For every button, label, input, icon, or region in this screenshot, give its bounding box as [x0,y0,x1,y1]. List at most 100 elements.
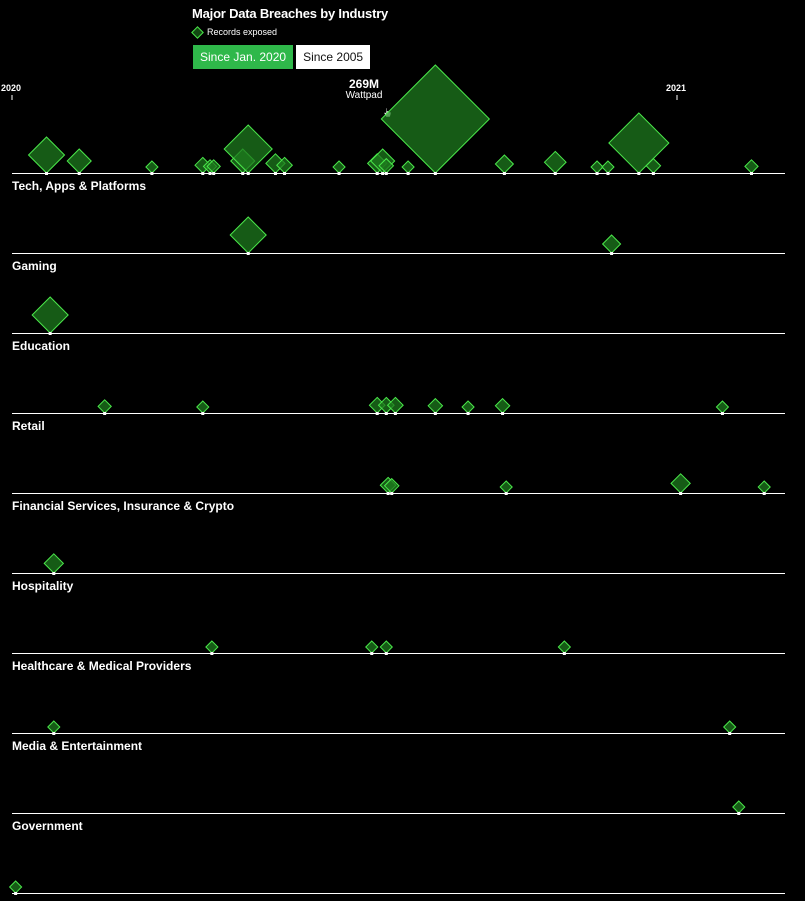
breach-marker[interactable] [543,150,567,174]
x-tick-label-2020: 2020 [1,83,22,93]
breach-marker[interactable] [494,397,511,414]
breach-tick [433,172,437,175]
breach-marker[interactable] [715,400,730,414]
breach-tick [375,412,379,415]
breach-tick [762,492,766,495]
row-label: Government [12,819,83,833]
breach-tick [728,732,732,735]
breach-tick [273,172,277,175]
breach-marker[interactable] [31,296,69,334]
row-label: Education [12,339,71,353]
breach-marker[interactable] [47,720,61,734]
breach-tick [201,172,205,175]
breach-tick [212,172,216,175]
breach-tick [370,652,374,655]
since-2005-button[interactable]: Since 2005 [296,45,371,69]
breach-tick [679,492,683,495]
breach-tick [241,172,245,175]
breach-tick [384,172,388,175]
breach-marker[interactable] [332,160,346,174]
breach-tick [14,892,18,895]
industry-row [12,800,785,815]
industry-row [8,880,785,895]
industry-row [12,216,785,255]
industry-row [12,396,785,415]
breach-marker[interactable] [43,553,65,574]
breach-tick [553,172,557,175]
breach-tick [283,172,287,175]
breach-tick [337,172,341,175]
breach-marker[interactable] [66,148,92,174]
breach-tick [595,172,599,175]
breach-marker[interactable] [670,473,691,494]
breach-tick [651,172,655,175]
row-label: Tech, Apps & Platforms [12,179,147,193]
breach-tick [606,172,610,175]
breach-tick [381,172,385,175]
industry-row [12,720,785,735]
breach-tick [103,412,107,415]
breach-marker[interactable] [229,216,267,254]
industry-row [12,296,785,335]
breach-marker[interactable] [499,480,513,494]
row-label: Healthcare & Medical Providers [12,659,192,673]
industry-row [12,640,785,655]
time-range-toggle: Since Jan. 2020 Since 2005 [193,45,371,69]
x-tick-label-2021: 2021 [666,83,687,93]
breach-tick [384,412,388,415]
breach-marker[interactable] [97,399,112,414]
breach-marker[interactable] [744,159,759,174]
breach-tick [45,172,49,175]
legend: Records exposed [191,25,278,39]
breach-tick [375,172,379,175]
breach-marker[interactable] [365,640,379,654]
breach-marker[interactable] [8,880,23,894]
breach-tick [637,172,641,175]
breach-marker[interactable] [601,234,622,254]
breach-tick [393,412,397,415]
breach-marker[interactable] [608,112,670,174]
breach-tick [720,412,724,415]
breach-marker[interactable] [379,640,393,654]
since-2020-button[interactable]: Since Jan. 2020 [193,45,294,69]
breach-marker[interactable] [427,397,444,414]
chart-title: Major Data Breaches by Industry [192,6,389,21]
row-label: Financial Services, Insurance & Crypto [12,499,235,513]
breach-tick [246,252,250,255]
breach-marker[interactable] [722,720,737,734]
breach-marker[interactable] [27,136,66,174]
breach-marker[interactable] [196,400,210,414]
breach-marker[interactable] [205,640,219,654]
breach-tick [386,492,390,495]
industry-row [12,64,785,175]
breach-tick [52,732,56,735]
breach-tick [749,172,753,175]
breach-tick [562,652,566,655]
breach-marker[interactable] [386,396,404,414]
breach-tick [246,172,250,175]
breach-tick [466,412,470,415]
breach-marker[interactable] [461,400,475,414]
breach-tick [48,332,52,335]
breach-tick [502,172,506,175]
breach-marker[interactable] [145,160,159,174]
breach-tick [390,492,394,495]
breach-marker[interactable] [732,800,746,814]
breach-tick [384,652,388,655]
breach-marker[interactable] [380,64,491,174]
breach-tick [52,572,56,575]
breach-tick [208,172,212,175]
row-label: Retail [12,419,45,433]
breach-tick [210,652,214,655]
industry-row [12,553,785,575]
breach-marker[interactable] [494,154,515,174]
legend-label: Records exposed [207,27,278,37]
row-label: Media & Entertainment [12,739,143,753]
annotation-name: Wattpad [345,90,383,101]
breach-marker[interactable] [557,640,572,654]
breach-marker[interactable] [757,480,771,494]
breach-marker[interactable] [223,124,273,174]
breach-tick [610,252,614,255]
breach-marker[interactable] [601,160,615,174]
breach-marker[interactable] [401,160,415,174]
